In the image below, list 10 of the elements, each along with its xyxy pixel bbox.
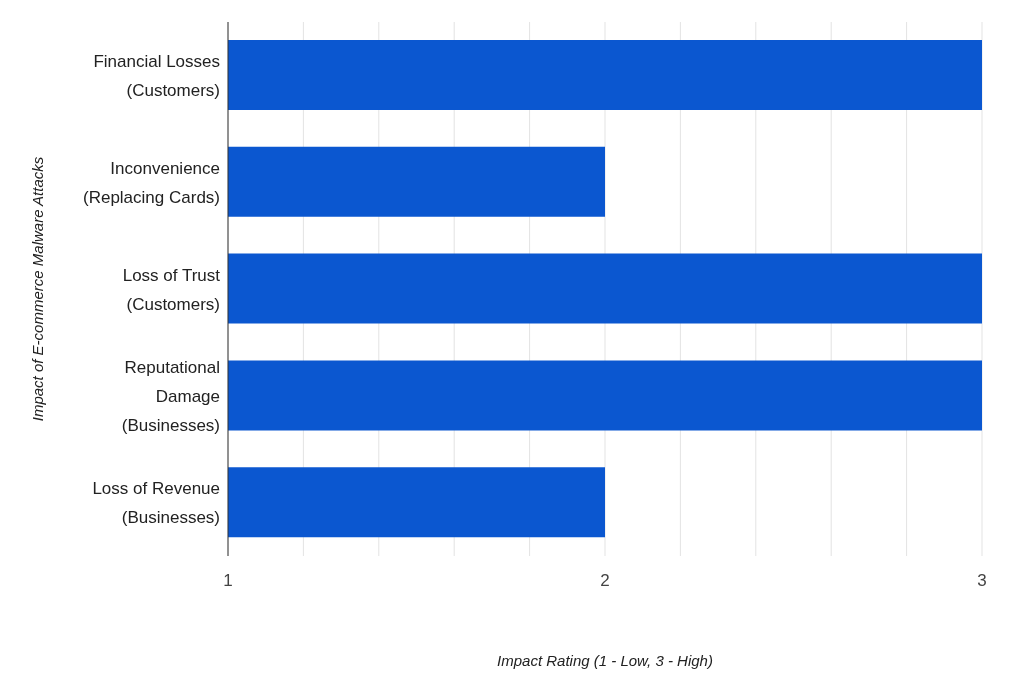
x-tick-label: 3	[977, 571, 987, 591]
x-tick-label: 1	[223, 571, 233, 591]
y-tick-label: Inconvenience (Replacing Cards)	[83, 158, 220, 207]
x-axis-title: Impact Rating (1 - Low, 3 - High)	[497, 652, 713, 669]
y-tick-label: Loss of Revenue (Businesses)	[92, 478, 220, 527]
y-tick-label: Financial Losses (Customers)	[93, 51, 220, 100]
x-tick-label: 2	[600, 571, 610, 591]
y-tick-label: Reputational Damage (Businesses)	[121, 357, 220, 435]
y-tick-label: Loss of Trust (Customers)	[122, 265, 221, 313]
y-axis-title: Impact of E-commerce Malware Attacks	[29, 156, 47, 422]
